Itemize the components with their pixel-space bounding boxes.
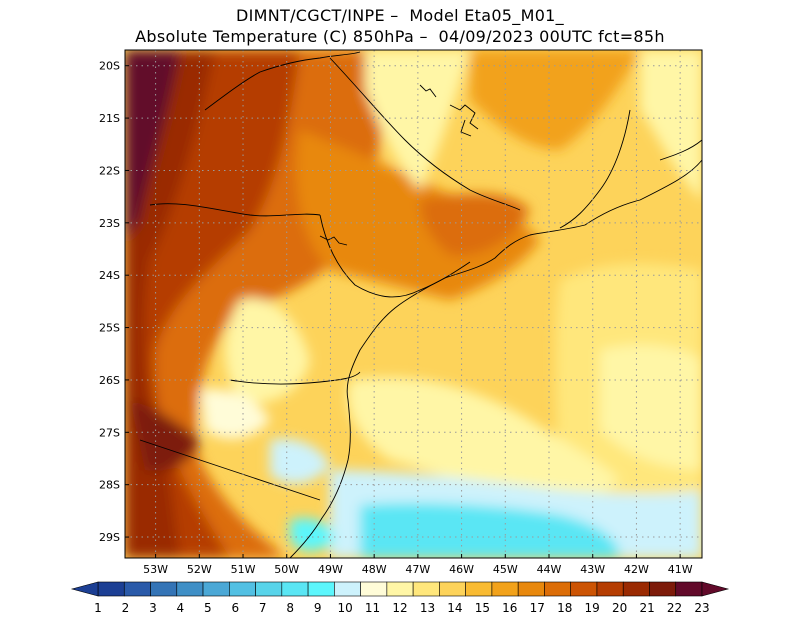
colorbar-swatch [281, 581, 309, 597]
colorbar-label: 23 [694, 601, 709, 615]
lon-label: 43W [580, 563, 605, 576]
lat-label: 29S [99, 531, 120, 544]
colorbar-label: 10 [337, 601, 352, 615]
lat-label: 24S [99, 269, 120, 282]
colorbar-label: 8 [286, 601, 294, 615]
colorbar-swatch [255, 581, 283, 597]
colorbar-swatch [517, 581, 545, 597]
state-border-3 [319, 214, 471, 298]
colorbar-swatch [123, 581, 151, 597]
lon-label: 50W [274, 563, 299, 576]
colorbar-label: 18 [557, 601, 572, 615]
reservoir-3 [419, 84, 437, 98]
colorbar-label: 17 [530, 601, 545, 615]
latitude-labels: 20S 21S 22S 23S 24S 25S 26S 27S 28S 29S [99, 60, 129, 544]
coastline [289, 159, 702, 558]
lat-label: 22S [99, 164, 120, 177]
colorbar-swatch [491, 581, 519, 597]
lon-label: 51W [231, 563, 256, 576]
colorbar-label: 15 [475, 601, 490, 615]
colorbar-label: 14 [447, 601, 462, 615]
colorbar-label: 7 [259, 601, 267, 615]
colorbar-label: 19 [585, 601, 600, 615]
colorbar-label: 20 [612, 601, 627, 615]
lon-label: 48W [362, 563, 387, 576]
colorbar-swatch [176, 581, 204, 597]
colorbar: 1 2 3 4 5 6 7 8 9 10 11 12 13 14 15 16 17 18 19 20 21 22 23 [70, 581, 730, 615]
lat-label: 28S [99, 479, 120, 492]
lat-label: 21S [99, 112, 120, 125]
colorbar-swatch [570, 581, 598, 597]
colorbar-label: 3 [149, 601, 157, 615]
lon-label: 41W [668, 563, 693, 576]
colorbar-label: 2 [122, 601, 130, 615]
lon-label: 47W [405, 563, 430, 576]
state-border-1 [204, 51, 361, 111]
reservoir-1 [449, 104, 479, 137]
colorbar-swatch [334, 581, 361, 597]
state-border-8 [659, 139, 702, 161]
state-border-5 [559, 109, 631, 229]
lat-label: 20S [99, 60, 120, 73]
lon-label: 42W [624, 563, 649, 576]
map-title-line-1: DIMNT/CGCT/INPE – Model Eta05_M01_ [236, 6, 564, 25]
colorbar-swatch [596, 581, 624, 597]
colorbar-swatch [97, 581, 125, 597]
lat-label: 23S [99, 217, 120, 230]
colorbar-swatch [465, 581, 493, 597]
state-border-2 [149, 203, 321, 217]
lat-label: 27S [99, 426, 120, 439]
state-border-4 [329, 57, 521, 211]
colorbar-label: 11 [365, 601, 380, 615]
map-title-line-2: Absolute Temperature (C) 850hPa – 04/09/… [135, 27, 665, 46]
colorbar-swatch [622, 581, 650, 597]
graticule [125, 50, 702, 558]
colorbar-label: 6 [231, 601, 239, 615]
lon-label: 44W [537, 563, 562, 576]
colorbar-label: 21 [639, 601, 654, 615]
colorbar-swatch [675, 581, 703, 597]
colorbar-swatch [439, 581, 466, 597]
lon-label: 49W [318, 563, 343, 576]
reservoir-2 [319, 235, 348, 246]
colorbar-label: 22 [667, 601, 682, 615]
longitude-labels: 53W 52W 51W 50W 49W 48W 47W 46W 45W 44W 43W 42W 41W [143, 554, 693, 576]
colorbar-label: 9 [314, 601, 322, 615]
colorbar-swatch [386, 581, 414, 597]
colorbar-swatch [229, 581, 256, 597]
lon-label: 45W [493, 563, 518, 576]
colorbar-label: 16 [502, 601, 517, 615]
colorbar-swatch [307, 581, 335, 597]
colorbar-label: 1 [94, 601, 102, 615]
colorbar-label: 5 [204, 601, 212, 615]
lon-label: 46W [449, 563, 474, 576]
temperature-field [125, 50, 702, 558]
lat-label: 26S [99, 374, 120, 387]
colorbar-left-arrow [70, 581, 99, 597]
colorbar-right-arrow [701, 581, 730, 597]
colorbar-swatch [150, 581, 178, 597]
colorbar-swatch [360, 581, 388, 597]
colorbar-label: 13 [420, 601, 435, 615]
colorbar-label: 4 [177, 601, 185, 615]
state-border-7 [139, 439, 321, 501]
lat-label: 25S [99, 322, 120, 335]
map-frame [124, 49, 703, 559]
coastline-and-borders [139, 51, 702, 558]
colorbar-swatch [544, 581, 571, 597]
colorbar-swatch [649, 581, 677, 597]
state-border-6 [229, 371, 361, 385]
colorbar-swatch [412, 581, 440, 597]
colorbar-label: 12 [392, 601, 407, 615]
colorbar-swatch [202, 581, 230, 597]
lon-label: 52W [187, 563, 212, 576]
lon-label: 53W [143, 563, 168, 576]
